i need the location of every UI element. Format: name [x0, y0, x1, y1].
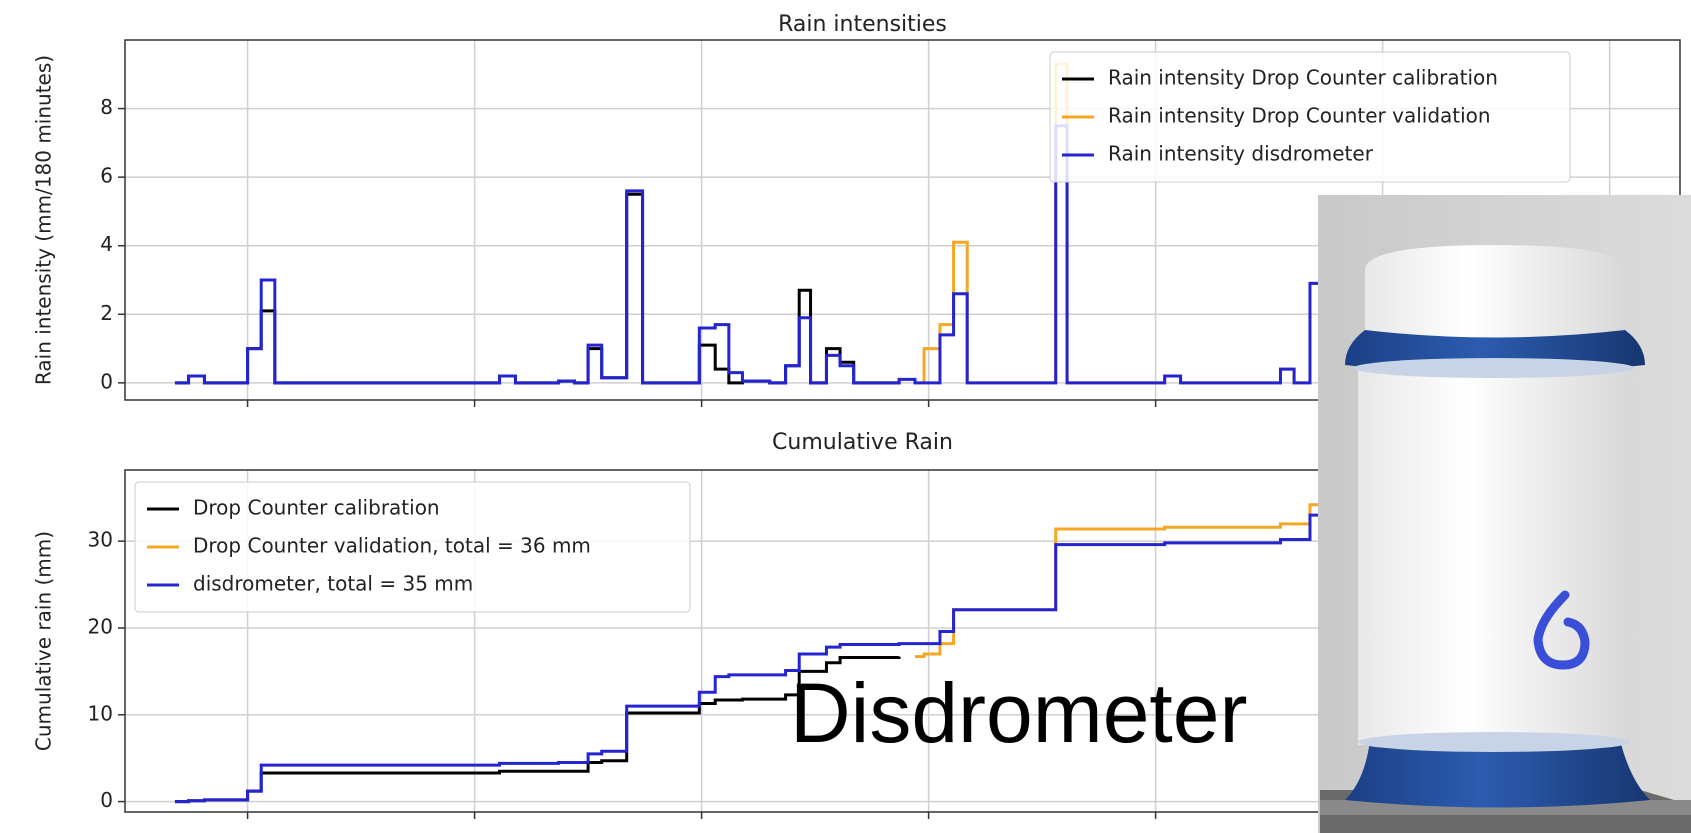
legend-label: disdrometer, total = 35 mm — [193, 572, 473, 596]
legend-label: Rain intensity Drop Counter validation — [1108, 104, 1491, 128]
y-tick-label: 8 — [100, 95, 113, 119]
series-line — [914, 503, 1324, 659]
y-axis-label: Rain intensity (mm/180 minutes) — [32, 55, 56, 385]
legend-label: Rain intensity Drop Counter calibration — [1108, 66, 1498, 90]
y-tick-label: 30 — [88, 528, 113, 552]
legend-label: Drop Counter calibration — [193, 496, 440, 520]
annotation: Disdrometer — [790, 666, 1247, 760]
legend-box — [1049, 51, 1571, 183]
series-line — [174, 192, 901, 385]
bottom-ring — [1358, 732, 1630, 752]
bottom-flare — [1345, 740, 1650, 808]
legend: Rain intensity Drop Counter calibration R… — [1049, 51, 1571, 183]
legend-box — [134, 481, 691, 613]
disdrometer-photo — [1318, 195, 1691, 833]
y-axis-label: Cumulative rain (mm) — [32, 531, 56, 751]
y-tick-label: 0 — [100, 369, 113, 393]
chart-title: Rain intensities — [778, 12, 947, 37]
y-tick-label: 10 — [88, 701, 113, 725]
drop-icon — [1533, 590, 1590, 670]
y-tick-label: 0 — [100, 788, 113, 812]
legend-label: Rain intensity disdrometer — [1108, 142, 1374, 166]
chart-title: Cumulative Rain — [772, 430, 953, 455]
series-line — [174, 513, 1324, 804]
y-tick-label: 2 — [100, 301, 113, 325]
cap — [1365, 245, 1625, 338]
y-tick-label: 4 — [100, 232, 113, 256]
y-tick-label: 6 — [100, 164, 113, 188]
y-tick-label: 20 — [88, 614, 113, 638]
top-ring — [1354, 358, 1634, 378]
legend: Drop Counter calibration Drop Counter val… — [134, 481, 691, 613]
body — [1358, 365, 1630, 745]
legend-label: Drop Counter validation, total = 36 mm — [193, 534, 591, 558]
